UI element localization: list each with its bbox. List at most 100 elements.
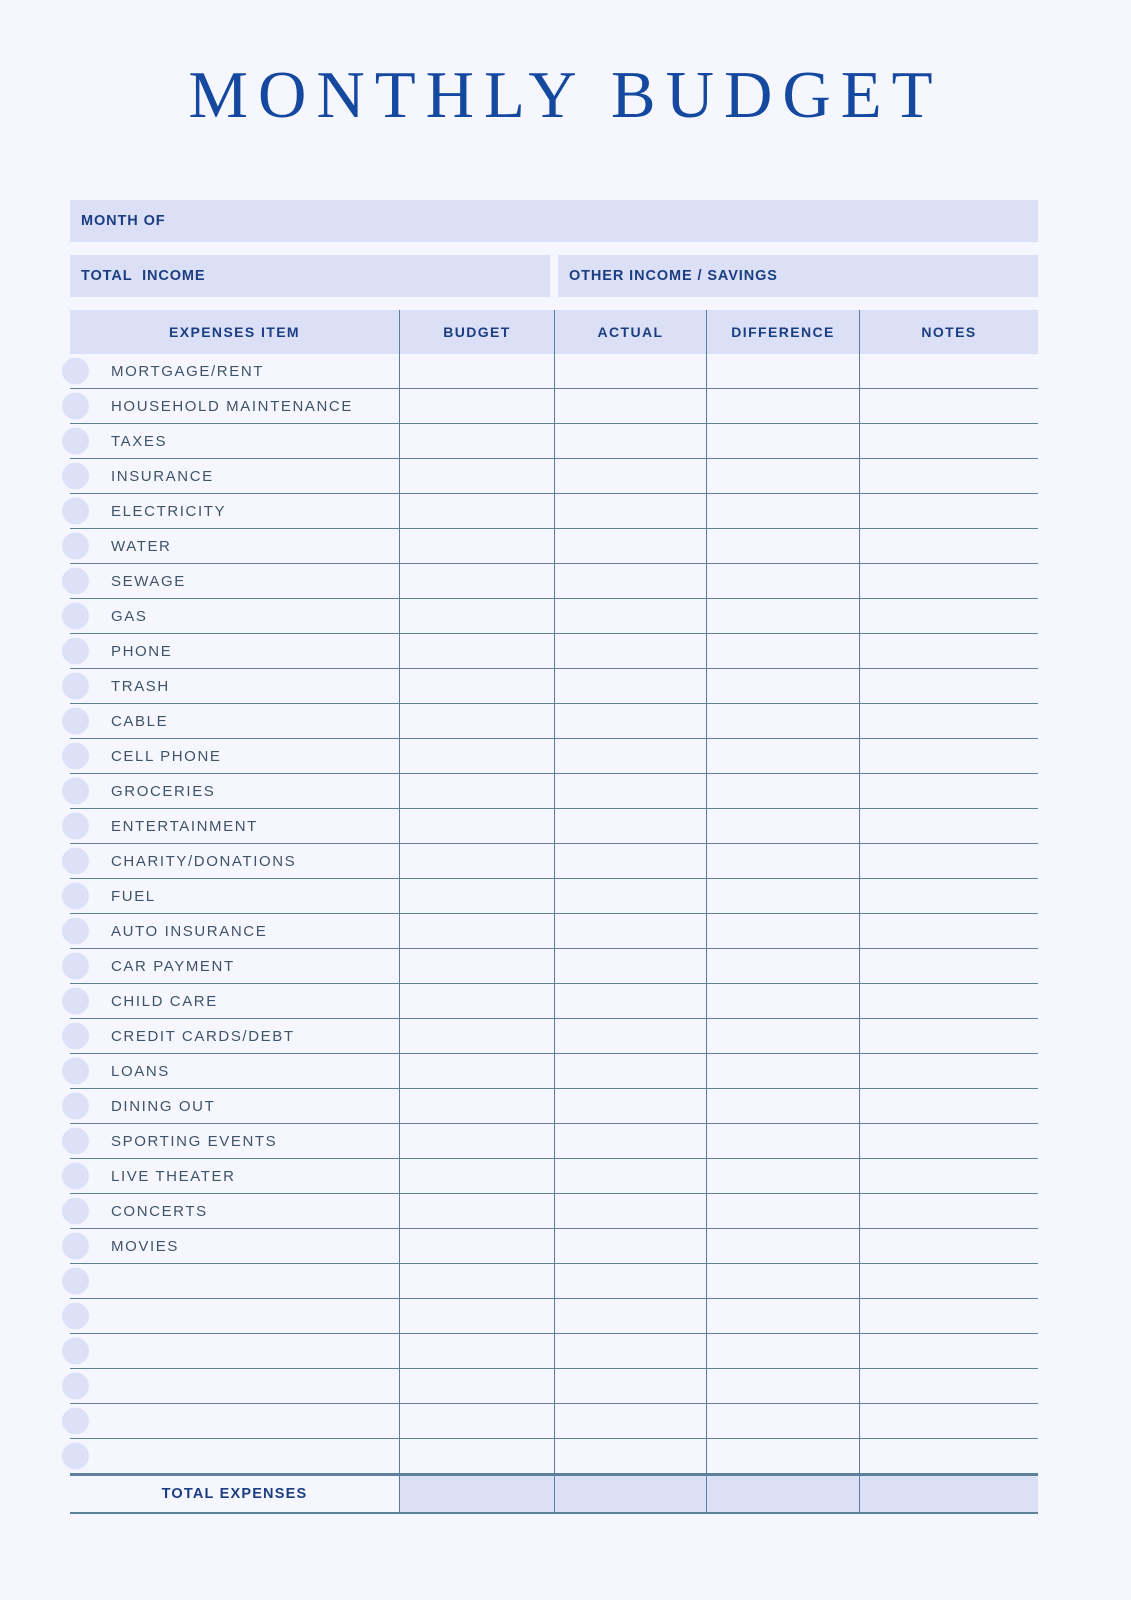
difference-cell[interactable] [707, 879, 860, 913]
notes-cell[interactable] [860, 389, 1038, 423]
expense-item-cell[interactable]: INSURANCE [62, 459, 400, 493]
expense-item-cell[interactable]: TAXES [62, 424, 400, 458]
expense-item-cell[interactable]: WATER [62, 529, 400, 563]
notes-cell[interactable] [860, 809, 1038, 843]
notes-cell[interactable] [860, 1264, 1038, 1298]
budget-cell[interactable] [400, 494, 555, 528]
expense-item-cell[interactable]: GROCERIES [62, 774, 400, 808]
expense-item-cell[interactable]: CHARITY/DONATIONS [62, 844, 400, 878]
expense-item-cell[interactable]: LIVE THEATER [62, 1159, 400, 1193]
expense-item-cell[interactable] [62, 1334, 400, 1368]
budget-cell[interactable] [400, 599, 555, 633]
actual-cell[interactable] [555, 1159, 707, 1193]
actual-cell[interactable] [555, 1404, 707, 1438]
notes-cell[interactable] [860, 599, 1038, 633]
difference-cell[interactable] [707, 1054, 860, 1088]
difference-cell[interactable] [707, 669, 860, 703]
expense-item-cell[interactable]: SEWAGE [62, 564, 400, 598]
notes-cell[interactable] [860, 1404, 1038, 1438]
expense-item-cell[interactable]: SPORTING EVENTS [62, 1124, 400, 1158]
budget-cell[interactable] [400, 809, 555, 843]
notes-cell[interactable] [860, 354, 1038, 388]
difference-cell[interactable] [707, 774, 860, 808]
difference-cell[interactable] [707, 1264, 860, 1298]
difference-cell[interactable] [707, 809, 860, 843]
notes-cell[interactable] [860, 494, 1038, 528]
expense-item-cell[interactable] [62, 1264, 400, 1298]
actual-cell[interactable] [555, 1439, 707, 1473]
expense-item-cell[interactable]: CABLE [62, 704, 400, 738]
expense-item-cell[interactable] [62, 1404, 400, 1438]
budget-cell[interactable] [400, 739, 555, 773]
budget-cell[interactable] [400, 1264, 555, 1298]
budget-cell[interactable] [400, 844, 555, 878]
budget-cell[interactable] [400, 704, 555, 738]
notes-cell[interactable] [860, 1194, 1038, 1228]
budget-cell[interactable] [400, 1159, 555, 1193]
expense-item-cell[interactable]: ELECTRICITY [62, 494, 400, 528]
actual-cell[interactable] [555, 809, 707, 843]
budget-cell[interactable] [400, 879, 555, 913]
notes-cell[interactable] [860, 564, 1038, 598]
difference-cell[interactable] [707, 1089, 860, 1123]
notes-cell[interactable] [860, 529, 1038, 563]
expense-item-cell[interactable]: MOVIES [62, 1229, 400, 1263]
notes-cell[interactable] [860, 1369, 1038, 1403]
budget-cell[interactable] [400, 1334, 555, 1368]
budget-cell[interactable] [400, 914, 555, 948]
expense-item-cell[interactable] [62, 1299, 400, 1333]
notes-cell[interactable] [860, 774, 1038, 808]
notes-cell[interactable] [860, 739, 1038, 773]
notes-cell[interactable] [860, 669, 1038, 703]
difference-cell[interactable] [707, 739, 860, 773]
actual-cell[interactable] [555, 704, 707, 738]
actual-cell[interactable] [555, 879, 707, 913]
actual-cell[interactable] [555, 739, 707, 773]
difference-cell[interactable] [707, 1229, 860, 1263]
other-income-savings-field[interactable]: OTHER INCOME / SAVINGS [558, 255, 1038, 297]
notes-cell[interactable] [860, 949, 1038, 983]
total-expenses-notes-cell[interactable] [860, 1476, 1038, 1512]
actual-cell[interactable] [555, 529, 707, 563]
difference-cell[interactable] [707, 1124, 860, 1158]
budget-cell[interactable] [400, 459, 555, 493]
budget-cell[interactable] [400, 1089, 555, 1123]
difference-cell[interactable] [707, 494, 860, 528]
notes-cell[interactable] [860, 459, 1038, 493]
actual-cell[interactable] [555, 774, 707, 808]
budget-cell[interactable] [400, 1054, 555, 1088]
notes-cell[interactable] [860, 1159, 1038, 1193]
expense-item-cell[interactable]: GAS [62, 599, 400, 633]
expense-item-cell[interactable] [62, 1369, 400, 1403]
expense-item-cell[interactable]: CELL PHONE [62, 739, 400, 773]
budget-cell[interactable] [400, 1404, 555, 1438]
actual-cell[interactable] [555, 1299, 707, 1333]
actual-cell[interactable] [555, 914, 707, 948]
budget-cell[interactable] [400, 1439, 555, 1473]
notes-cell[interactable] [860, 1089, 1038, 1123]
budget-cell[interactable] [400, 354, 555, 388]
difference-cell[interactable] [707, 424, 860, 458]
notes-cell[interactable] [860, 844, 1038, 878]
actual-cell[interactable] [555, 1229, 707, 1263]
budget-cell[interactable] [400, 389, 555, 423]
actual-cell[interactable] [555, 1369, 707, 1403]
actual-cell[interactable] [555, 564, 707, 598]
actual-cell[interactable] [555, 634, 707, 668]
difference-cell[interactable] [707, 389, 860, 423]
notes-cell[interactable] [860, 879, 1038, 913]
expense-item-cell[interactable]: CREDIT CARDS/DEBT [62, 1019, 400, 1053]
actual-cell[interactable] [555, 1334, 707, 1368]
expense-item-cell[interactable]: CHILD CARE [62, 984, 400, 1018]
budget-cell[interactable] [400, 669, 555, 703]
notes-cell[interactable] [860, 1299, 1038, 1333]
actual-cell[interactable] [555, 1089, 707, 1123]
notes-cell[interactable] [860, 1439, 1038, 1473]
month-of-field[interactable]: MONTH OF [70, 200, 1038, 242]
actual-cell[interactable] [555, 1054, 707, 1088]
expense-item-cell[interactable]: AUTO INSURANCE [62, 914, 400, 948]
notes-cell[interactable] [860, 1124, 1038, 1158]
notes-cell[interactable] [860, 1019, 1038, 1053]
budget-cell[interactable] [400, 1124, 555, 1158]
expense-item-cell[interactable]: MORTGAGE/RENT [62, 354, 400, 388]
